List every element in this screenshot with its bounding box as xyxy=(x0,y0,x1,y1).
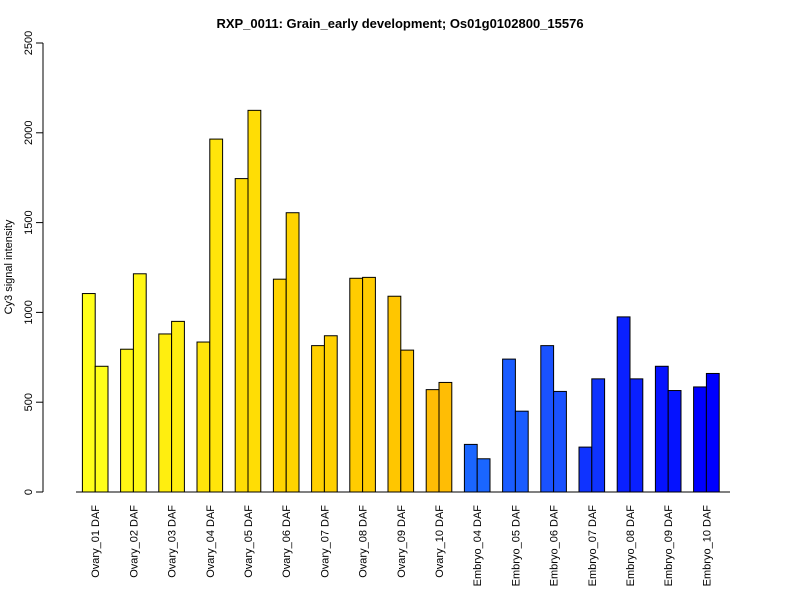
bar xyxy=(514,410,529,493)
x-tick-label: Embryo_09 DAF xyxy=(663,505,675,587)
bar xyxy=(81,293,96,493)
bar xyxy=(654,365,669,493)
x-axis: Ovary_01 DAF Ovary_02 DAF Ovary_03 DAF Ovar… xyxy=(76,491,730,587)
bar xyxy=(540,345,555,493)
bar-series xyxy=(81,109,720,493)
x-tick-label: Embryo_08 DAF xyxy=(625,505,637,587)
x-tick-label: Ovary_03 DAF xyxy=(167,505,179,578)
x-tick-label: Ovary_07 DAF xyxy=(319,505,331,578)
bar xyxy=(693,386,707,493)
bar xyxy=(616,316,631,493)
bar xyxy=(349,277,364,493)
bar xyxy=(132,273,147,493)
bar xyxy=(591,378,606,493)
y-axis-label: Cy3 signal intensity xyxy=(3,219,15,314)
x-tick-label: Embryo_06 DAF xyxy=(549,505,561,587)
x-tick-label: Embryo_07 DAF xyxy=(587,505,599,587)
y-axis: 0 500 1000 1500 2000 2500 xyxy=(23,31,44,495)
x-tick-label: Ovary_05 DAF xyxy=(243,505,255,578)
bar xyxy=(247,109,262,493)
bar xyxy=(362,276,376,493)
y-tick-label: 500 xyxy=(23,393,35,411)
bar xyxy=(425,389,440,493)
bar xyxy=(400,349,415,493)
bar xyxy=(438,381,453,493)
bar xyxy=(171,320,185,493)
y-tick-label: 1500 xyxy=(23,210,35,234)
chart-title: RXP_0011: Grain_early development; Os01g… xyxy=(216,16,583,31)
y-tick-label: 2500 xyxy=(23,31,35,55)
bar xyxy=(629,378,644,493)
bar xyxy=(285,212,300,493)
bar xyxy=(94,365,109,493)
x-tick-label: Embryo_05 DAF xyxy=(510,505,522,587)
bar xyxy=(311,345,325,493)
y-tick-label: 0 xyxy=(23,489,35,495)
x-tick-label: Ovary_10 DAF xyxy=(434,505,446,578)
y-tick-label: 2000 xyxy=(23,121,35,145)
bar xyxy=(463,443,478,493)
x-tick-label: Embryo_10 DAF xyxy=(701,505,713,587)
bar xyxy=(234,178,249,493)
bar xyxy=(120,348,134,493)
bar xyxy=(209,138,224,493)
bar xyxy=(196,341,211,493)
y-tick-label: 1000 xyxy=(23,300,35,324)
bar xyxy=(667,390,682,493)
bar xyxy=(387,295,402,493)
bar xyxy=(578,446,593,493)
x-tick-label: Ovary_08 DAF xyxy=(358,505,370,578)
bar xyxy=(502,358,516,493)
bar xyxy=(705,372,720,493)
x-tick-label: Ovary_01 DAF xyxy=(90,505,102,578)
bar xyxy=(158,333,173,493)
bar xyxy=(272,278,287,493)
x-tick-label: Ovary_09 DAF xyxy=(396,505,408,578)
x-tick-label: Ovary_02 DAF xyxy=(128,505,140,578)
x-tick-label: Ovary_06 DAF xyxy=(281,505,293,578)
bar xyxy=(476,458,491,493)
x-tick-label: Ovary_04 DAF xyxy=(205,505,217,578)
bar xyxy=(553,390,567,493)
x-tick-label: Embryo_04 DAF xyxy=(472,505,484,587)
bar xyxy=(323,335,338,493)
